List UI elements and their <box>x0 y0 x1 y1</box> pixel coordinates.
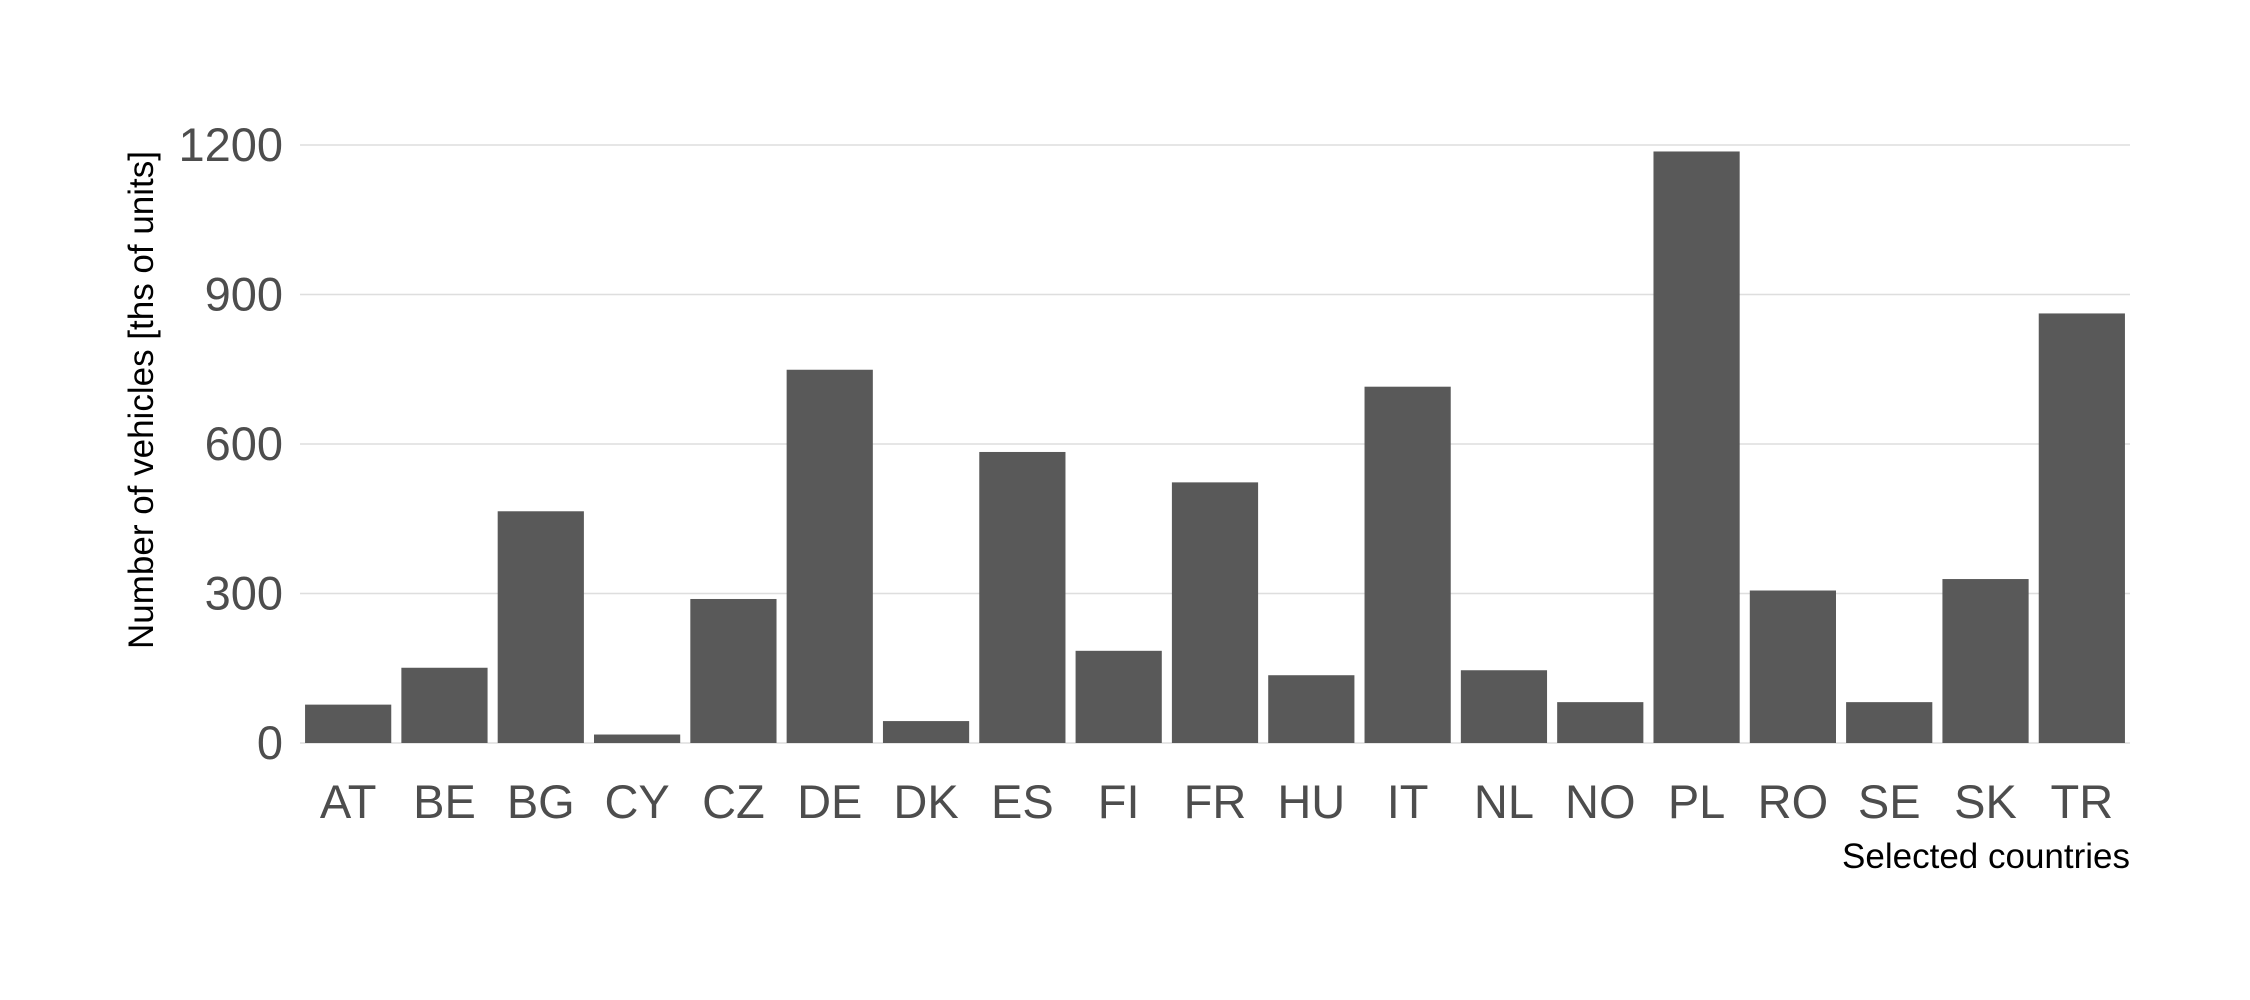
x-tick-label-it: IT <box>1387 775 1429 828</box>
bar-at <box>305 704 392 743</box>
y-tick-label: 1200 <box>178 118 283 171</box>
bar-se <box>1846 702 1933 743</box>
bar-fi <box>1075 650 1162 743</box>
bar-it <box>1364 386 1451 743</box>
bars <box>305 151 2125 743</box>
bar-be <box>401 667 488 743</box>
x-tick-label-nl: NL <box>1474 775 1534 828</box>
bar-sk <box>1942 579 2029 743</box>
y-tick-label: 0 <box>257 716 283 769</box>
x-tick-label-bg: BG <box>507 775 575 828</box>
y-axis-title: Number of vehicles [ths of units] <box>122 151 161 649</box>
x-tick-label-sk: SK <box>1954 775 2017 828</box>
x-tick-label-fr: FR <box>1184 775 1247 828</box>
y-tick-label: 900 <box>205 268 283 321</box>
bar-fr <box>1171 482 1259 743</box>
x-tick-label-pl: PL <box>1668 775 1726 828</box>
bar-es <box>979 451 1066 743</box>
x-tick-label-cy: CY <box>604 775 669 828</box>
x-tick-label-de: DE <box>797 775 862 828</box>
x-tick-label-cz: CZ <box>702 775 765 828</box>
bar-tr <box>2038 313 2125 743</box>
x-tick-label-no: NO <box>1565 775 1636 828</box>
bar-hu <box>1268 675 1355 743</box>
y-tick-label: 600 <box>205 417 283 470</box>
x-tick-label-be: BE <box>413 775 476 828</box>
y-tick-labels: 0 300 600 900 1200 <box>178 118 283 769</box>
x-tick-label-at: AT <box>320 775 377 828</box>
bar-ro <box>1749 590 1836 743</box>
bar-cy <box>594 734 681 743</box>
x-axis-title: Selected countries <box>1842 837 2130 876</box>
x-tick-labels: AT BE BG CY CZ DE DK ES FI FR HU IT NL NO PL RO SE SK TR <box>320 775 2113 828</box>
x-tick-label-se: SE <box>1858 775 1921 828</box>
bar-pl <box>1653 151 1740 743</box>
bar-de <box>786 369 873 743</box>
x-tick-label-es: ES <box>991 775 1054 828</box>
y-tick-label: 300 <box>205 567 283 620</box>
x-tick-label-ro: RO <box>1758 775 1829 828</box>
x-tick-label-dk: DK <box>893 775 958 828</box>
bar-cz <box>690 598 777 743</box>
x-tick-label-tr: TR <box>2051 775 2114 828</box>
bar-dk <box>882 721 970 743</box>
bar-nl <box>1460 670 1548 743</box>
x-tick-label-hu: HU <box>1277 775 1345 828</box>
x-tick-label-fi: FI <box>1098 775 1140 828</box>
bar-no <box>1557 702 1644 743</box>
bar-bg <box>497 511 584 743</box>
